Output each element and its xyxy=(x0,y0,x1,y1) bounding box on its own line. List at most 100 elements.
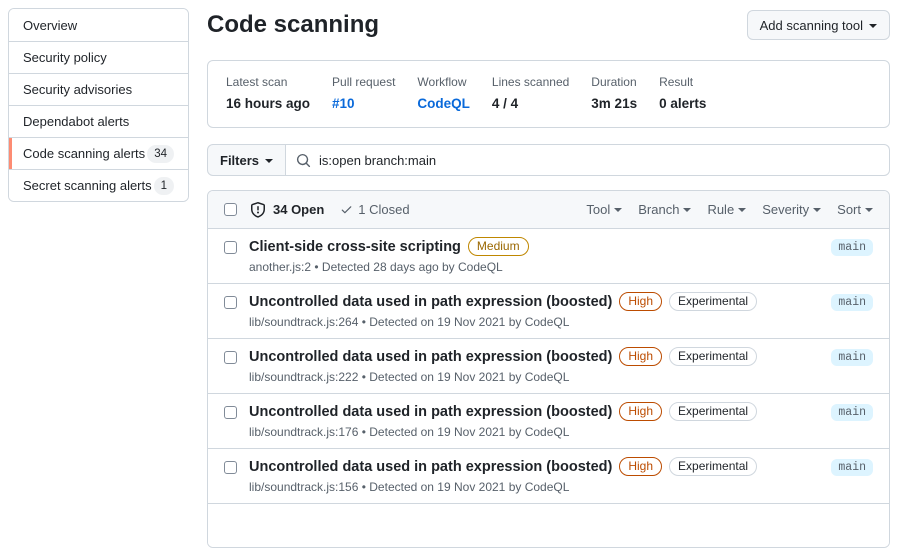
alert-checkbox[interactable] xyxy=(224,241,237,254)
filter-dropdown-severity[interactable]: Severity xyxy=(762,202,822,217)
sidebar-item-count-badge: 34 xyxy=(147,144,174,163)
filter-dropdown-label: Rule xyxy=(707,202,735,217)
severity-badge: Medium xyxy=(467,237,529,256)
experimental-badge: Experimental xyxy=(669,457,758,476)
summary-box: Latest scan 16 hours ago Pull request #1… xyxy=(207,60,890,128)
check-icon xyxy=(340,203,353,216)
severity-badge: High xyxy=(619,347,663,366)
summary-column-latest-scan: Latest scan 16 hours ago xyxy=(226,75,310,111)
alerts-list-header: 34 Open 1 Closed Tool Branch Rule Severi… xyxy=(208,191,889,229)
summary-column-result: Result 0 alerts xyxy=(659,75,706,111)
branch-tag: main xyxy=(831,349,873,366)
filter-dropdown-label: Branch xyxy=(638,202,680,217)
alert-content: Uncontrolled data used in path expressio… xyxy=(249,402,831,439)
branch-tag: main xyxy=(831,294,873,311)
alert-title-link[interactable]: Uncontrolled data used in path expressio… xyxy=(249,458,613,475)
alert-row: Uncontrolled data used in path expressio… xyxy=(208,448,889,503)
security-sidebar: Overview Security policy Security adviso… xyxy=(8,8,189,202)
caret-down-icon xyxy=(865,208,873,212)
filter-dropdown-sort[interactable]: Sort xyxy=(837,202,873,217)
filters-bar: Filters xyxy=(207,144,890,176)
alert-checkbox[interactable] xyxy=(224,296,237,309)
experimental-badge: Experimental xyxy=(669,347,758,366)
summary-value: 4 / 4 xyxy=(491,96,519,111)
alert-meta: lib/soundtrack.js:264 • Detected on 19 N… xyxy=(249,315,570,329)
alert-meta: lib/soundtrack.js:156 • Detected on 19 N… xyxy=(249,480,570,494)
summary-link-workflow[interactable]: CodeQL xyxy=(417,96,470,111)
sidebar-item-label: Dependabot alerts xyxy=(23,114,130,129)
summary-column-workflow: Workflow CodeQL xyxy=(417,75,470,111)
filter-dropdown-tool[interactable]: Tool xyxy=(586,202,623,217)
alert-title-link[interactable]: Uncontrolled data used in path expressio… xyxy=(249,348,613,365)
sidebar-item-label: Code scanning alerts xyxy=(23,146,146,161)
add-scanning-tool-label: Add scanning tool xyxy=(759,17,863,33)
alert-content: Uncontrolled data used in path expressio… xyxy=(249,347,831,384)
summary-label: Result xyxy=(659,75,694,89)
filter-dropdown-label: Tool xyxy=(586,202,611,217)
experimental-badge: Experimental xyxy=(669,292,758,311)
summary-value: 16 hours ago xyxy=(226,96,311,111)
sidebar-item-overview[interactable]: Overview xyxy=(9,9,188,41)
page-title: Code scanning xyxy=(207,11,380,38)
branch-tag: main xyxy=(831,459,873,476)
filter-dropdown-branch[interactable]: Branch xyxy=(638,202,692,217)
filters-button-label: Filters xyxy=(220,152,260,168)
alerts-search-input[interactable] xyxy=(319,152,879,168)
alert-meta: lib/soundtrack.js:222 • Detected on 19 N… xyxy=(249,370,570,384)
sidebar-item-label: Secret scanning alerts xyxy=(23,178,152,193)
sidebar-item-dependabot-alerts[interactable]: Dependabot alerts xyxy=(9,105,188,137)
sidebar-item-code-scanning-alerts[interactable]: Code scanning alerts 34 xyxy=(9,137,188,169)
alerts-list-box: 34 Open 1 Closed Tool Branch Rule Severi… xyxy=(207,190,890,548)
summary-value: 3m 21s xyxy=(591,96,638,111)
sidebar-item-label: Overview xyxy=(23,17,78,33)
alert-meta: another.js:2 • Detected 28 days ago by C… xyxy=(249,260,503,274)
caret-down-icon xyxy=(614,208,623,212)
alert-title-line: Uncontrolled data used in path expressio… xyxy=(249,292,831,311)
caret-down-icon xyxy=(869,23,877,28)
sidebar-item-label: Security advisories xyxy=(23,82,133,97)
select-all-checkbox[interactable] xyxy=(224,203,237,216)
alert-content: Uncontrolled data used in path expressio… xyxy=(249,457,831,494)
alert-title-line: Client-side cross-site scripting Medium xyxy=(249,237,831,256)
filter-dropdown-label: Severity xyxy=(762,202,810,217)
summary-label: Pull request xyxy=(332,75,396,89)
alert-row: Client-side cross-site scripting Medium … xyxy=(208,229,889,283)
alert-title-link[interactable]: Client-side cross-site scripting xyxy=(249,238,461,255)
open-alerts-count[interactable]: 34 Open xyxy=(273,202,325,217)
search-icon xyxy=(296,153,311,168)
sidebar-item-security-advisories[interactable]: Security advisories xyxy=(9,73,188,105)
summary-label: Duration xyxy=(591,75,637,89)
summary-label: Lines scanned xyxy=(491,75,570,89)
alert-checkbox[interactable] xyxy=(224,461,237,474)
filter-dropdown-rule[interactable]: Rule xyxy=(707,202,747,217)
alert-title-line: Uncontrolled data used in path expressio… xyxy=(249,402,831,421)
alert-checkbox[interactable] xyxy=(224,351,237,364)
summary-label: Workflow xyxy=(417,75,467,89)
caret-down-icon xyxy=(813,208,822,212)
severity-badge: High xyxy=(619,292,663,311)
alert-row: Uncontrolled data used in path expressio… xyxy=(208,393,889,448)
closed-alerts-filter[interactable]: 1 Closed xyxy=(340,202,410,217)
branch-tag: main xyxy=(831,239,873,256)
severity-badge: High xyxy=(619,402,663,421)
summary-column-duration: Duration 3m 21s xyxy=(591,75,637,111)
alert-title-link[interactable]: Uncontrolled data used in path expressio… xyxy=(249,403,613,420)
alert-title-link[interactable]: Uncontrolled data used in path expressio… xyxy=(249,293,613,310)
list-filter-dropdowns: Tool Branch Rule Severity Sort xyxy=(586,202,873,217)
summary-column-pull-request: Pull request #10 xyxy=(332,75,395,111)
branch-tag: main xyxy=(831,404,873,421)
filters-dropdown-button[interactable]: Filters xyxy=(207,144,287,176)
sidebar-item-security-policy[interactable]: Security policy xyxy=(9,41,188,73)
alert-title-line: Uncontrolled data used in path expressio… xyxy=(249,347,831,366)
summary-link-pull-request[interactable]: #10 xyxy=(332,96,355,111)
caret-down-icon xyxy=(683,208,692,212)
closed-alerts-count: 1 Closed xyxy=(358,202,410,217)
experimental-badge: Experimental xyxy=(669,402,758,421)
alert-checkbox[interactable] xyxy=(224,406,237,419)
summary-value: 0 alerts xyxy=(659,96,707,111)
alerts-list: Client-side cross-site scripting Medium … xyxy=(208,229,889,503)
main-content: Code scanning Add scanning tool Latest s… xyxy=(207,10,890,548)
sidebar-item-secret-scanning-alerts[interactable]: Secret scanning alerts 1 xyxy=(9,169,188,201)
caret-down-icon xyxy=(738,208,747,212)
add-scanning-tool-button[interactable]: Add scanning tool xyxy=(746,10,890,40)
